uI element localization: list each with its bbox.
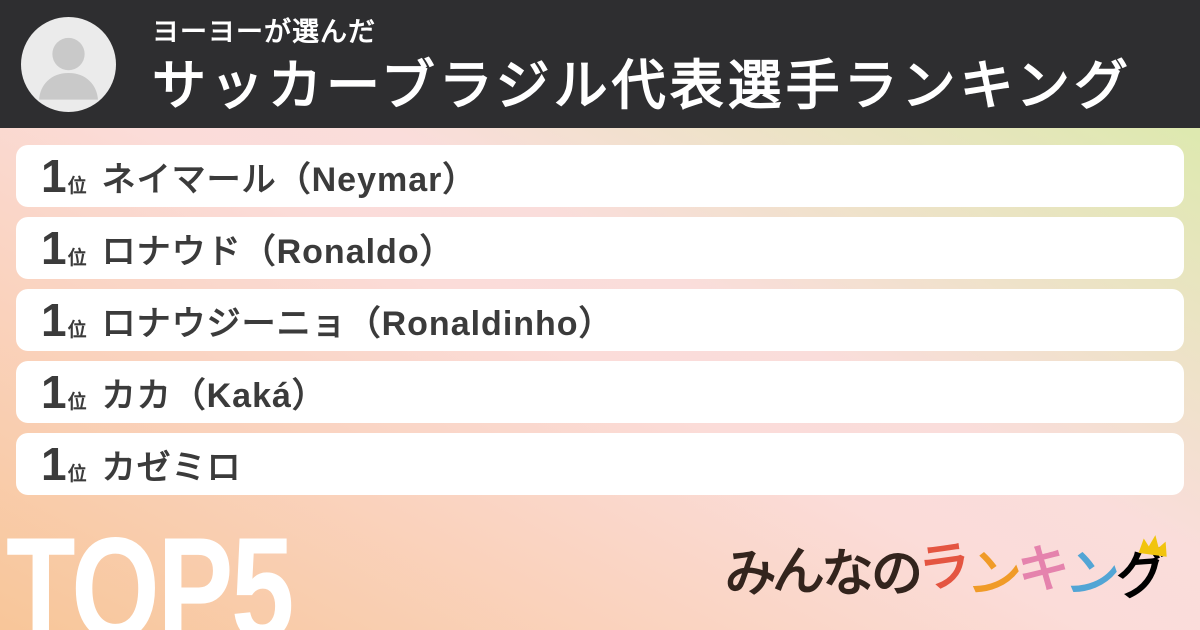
top5-label: TOP5	[6, 507, 294, 630]
rank-suffix: 位	[67, 320, 87, 341]
rank-number: 1	[41, 366, 67, 418]
rank-number: 1	[41, 222, 67, 274]
avatar	[21, 17, 116, 112]
header-text: ヨーヨーが選んだ サッカーブラジル代表選手ランキング	[152, 16, 1182, 117]
person-icon	[39, 37, 98, 100]
player-name: ロナウド（Ronaldo）	[101, 232, 455, 271]
minna-no-ranking-logo: み ん な の ラ ン キ ン グ	[721, 535, 1167, 609]
page-title: サッカーブラジル代表選手ランキング	[152, 56, 1133, 117]
logo-letter: ラ	[915, 535, 972, 601]
logo-letter: み	[721, 542, 776, 606]
logo-letter: ン	[1061, 543, 1121, 609]
crown-icon	[1136, 531, 1173, 559]
logo-letter: キ	[1015, 538, 1070, 602]
player-name: ネイマール（Neymar）	[101, 160, 478, 199]
rank-number: 1	[41, 150, 67, 202]
logo-letter: グ	[1114, 535, 1167, 607]
player-name: カカ（Kaká）	[101, 376, 327, 415]
logo-letter: の	[869, 543, 922, 605]
rank-suffix: 位	[67, 248, 87, 269]
header-subtitle: ヨーヨーが選んだ	[152, 17, 376, 47]
header: ヨーヨーが選んだ サッカーブラジル代表選手ランキング	[0, 0, 1200, 128]
player-name: ロナウジーニョ（Ronaldinho）	[101, 304, 614, 343]
rank-suffix: 位	[67, 464, 87, 485]
rank-suffix: 位	[67, 176, 87, 197]
rank-number: 1	[41, 438, 67, 490]
logo-letter: な	[820, 543, 873, 605]
player-name: カゼミロ	[101, 448, 242, 487]
rank-number: 1	[41, 294, 67, 346]
logo-letter: ン	[964, 543, 1022, 609]
logo-letter: ん	[771, 541, 824, 603]
rank-suffix: 位	[67, 392, 87, 413]
